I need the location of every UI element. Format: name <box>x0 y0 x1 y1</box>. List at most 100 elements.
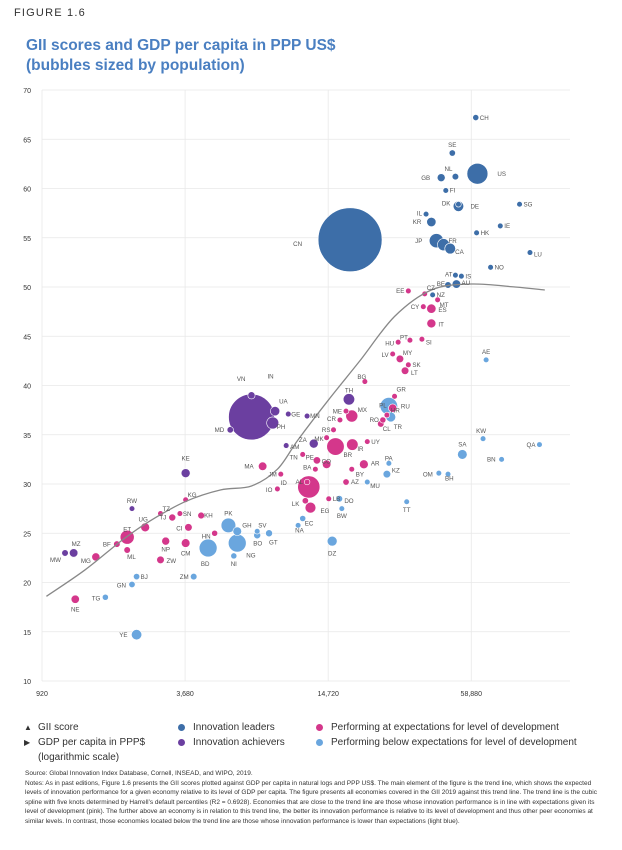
bubble-sn <box>176 510 184 517</box>
bubble-label: CN <box>293 241 302 248</box>
bubble-lb <box>325 495 332 502</box>
bubble-label: JP <box>415 238 422 245</box>
bubble-label: KR <box>413 219 422 226</box>
performing-dot-icon <box>316 724 323 731</box>
legend-below: Performing below expectations for level … <box>316 735 577 750</box>
bubble-no <box>487 264 494 271</box>
bubble-label: QA <box>527 442 537 449</box>
bubble-label: BW <box>337 513 347 520</box>
bubble-gb <box>436 173 446 182</box>
bubble-tn <box>299 451 306 458</box>
bubble-mt <box>434 296 441 303</box>
bubble-label: GH <box>242 522 251 529</box>
triangle-up-icon: ▲ <box>24 723 32 732</box>
bubble-label: ID <box>281 480 288 487</box>
bubble-label: EG <box>320 508 329 515</box>
bubble-label: CR <box>327 416 336 423</box>
bubble-zw <box>156 555 165 564</box>
bubble-label: BR <box>343 452 352 459</box>
bubble-jm <box>277 471 284 478</box>
bubble-label: BH <box>445 475 454 482</box>
bubble-label: LV <box>382 352 390 359</box>
bubble-nl <box>451 173 460 181</box>
bubble-kz <box>382 470 392 479</box>
bubble-label: RS <box>322 427 331 434</box>
bubble-io <box>274 485 281 493</box>
bubble-zm <box>190 572 198 581</box>
bubble-pt <box>406 337 414 344</box>
bubble-label: CL <box>383 426 391 433</box>
bubble-na <box>294 522 302 529</box>
legend-gii: ▲ GII score <box>24 722 79 733</box>
bubble-tg <box>101 593 109 601</box>
bubble-label: LB <box>333 496 341 503</box>
bubble-label: YE <box>119 632 127 639</box>
bubble-fi <box>442 187 449 194</box>
bubble-label: BO <box>253 540 262 547</box>
bubble-label: FI <box>450 188 456 195</box>
bubble-eg <box>304 501 317 514</box>
y-tick-label: 35 <box>23 433 31 440</box>
bubble-label: AZ <box>351 479 359 486</box>
bubble-label: HK <box>481 230 490 237</box>
bubble-label: TJ <box>159 515 166 522</box>
bubble-ie <box>497 222 504 230</box>
bubble-ni <box>230 552 238 560</box>
bubble-si <box>418 336 426 343</box>
bubble-kw <box>479 435 487 442</box>
bubble-label: ZA <box>299 437 308 444</box>
bubble-label: EE <box>396 288 404 295</box>
bubble-ma <box>258 461 268 471</box>
bubble-label: CY <box>411 304 420 311</box>
bubble-il <box>422 210 430 218</box>
bubble-label: OM <box>423 471 433 478</box>
bubble-label: US <box>497 171 506 178</box>
bubble-label: DZ <box>328 550 336 557</box>
bubble-label: MA <box>244 463 254 470</box>
bubble-hu <box>395 339 402 346</box>
bubble-mz <box>69 548 79 558</box>
bubble-label: VN <box>237 376 246 383</box>
y-tick-label: 15 <box>23 630 31 637</box>
bubble-hk <box>473 229 480 236</box>
bubble-label: ME <box>333 408 342 415</box>
bubble-label: LU <box>534 252 542 259</box>
bubble-md <box>226 426 234 434</box>
bubble-label: ZW <box>167 558 177 565</box>
bubble-bg <box>361 378 368 385</box>
bubble-label: NI <box>231 561 237 568</box>
bubble-mu <box>364 478 371 486</box>
bubble-us <box>466 162 489 185</box>
bubble-label: FR <box>449 238 458 245</box>
y-tick-label: 30 <box>23 482 31 489</box>
bubble-ua <box>270 406 281 417</box>
bubble-label: SE <box>448 142 456 149</box>
source-notes: Source: Global Innovation Index Database… <box>25 769 600 827</box>
bubble-label: AR <box>371 461 380 468</box>
bubble-label: PE <box>306 455 314 462</box>
bubble-ba <box>312 466 319 473</box>
bubble-label: IL <box>417 210 423 217</box>
bubble-label: DO <box>344 498 353 505</box>
bubble-label: BJ <box>141 574 148 581</box>
bubble-ke <box>180 468 191 478</box>
bubble-label: PL <box>379 402 387 409</box>
bubble-pl <box>388 403 398 413</box>
bubble-tj <box>168 513 177 522</box>
bubble-ae <box>483 356 490 364</box>
bubble-ng <box>227 533 247 553</box>
bubble-label: GR <box>397 387 407 394</box>
bubble-label: NL <box>444 166 452 173</box>
bubble-label: ML <box>127 554 136 561</box>
leader-dot-icon <box>178 724 185 731</box>
chart-title-line1: GII scores and GDP per capita in PPP US$ <box>26 37 336 54</box>
bubble-label: BN <box>487 457 496 464</box>
y-axis: 10 15 20 25 30 35 40 45 50 55 60 65 70 <box>23 88 31 686</box>
y-tick-label: 20 <box>23 581 31 588</box>
bubble-om <box>435 470 442 477</box>
bubble-za <box>308 438 319 449</box>
bubble-rw <box>128 505 136 512</box>
bubble-gr <box>391 393 398 400</box>
bubble-lt <box>400 366 410 375</box>
y-tick-label: 40 <box>23 384 31 391</box>
